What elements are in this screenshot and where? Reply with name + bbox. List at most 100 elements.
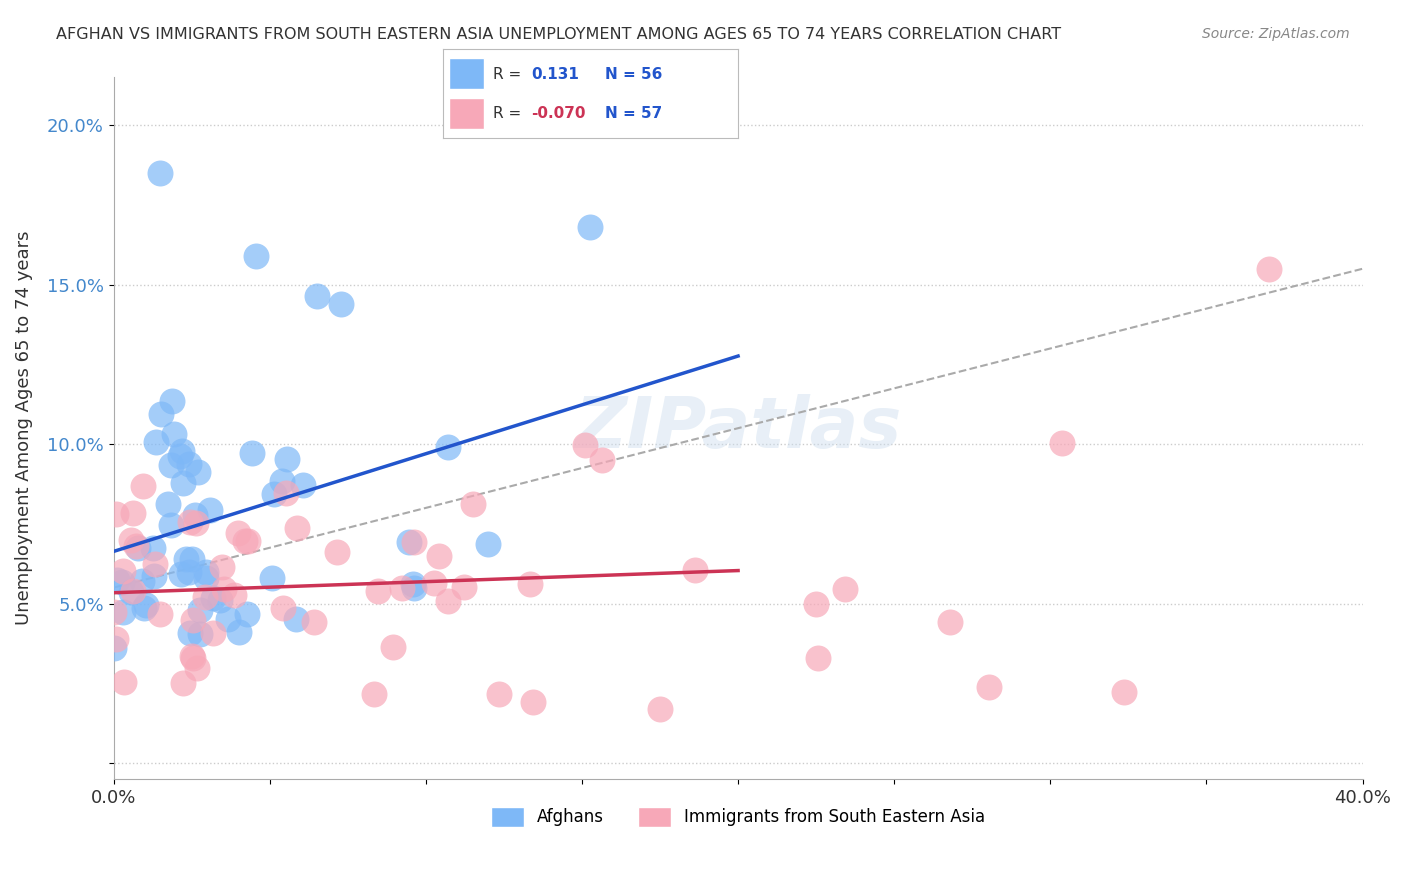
Point: [169, 566, 191, 581]
Point: [522, 695, 544, 709]
Point: [186, 661, 208, 675]
Point: [262, 571, 284, 585]
Point: [160, 394, 183, 409]
Point: [291, 477, 314, 491]
Point: [195, 571, 218, 585]
Point: [236, 533, 259, 548]
Point: [274, 485, 297, 500]
Point: [125, 539, 148, 553]
Point: [427, 549, 450, 563]
Point: [1050, 436, 1073, 450]
Point: [804, 598, 827, 612]
Text: N = 56: N = 56: [606, 67, 662, 81]
Point: [208, 593, 231, 607]
Point: [939, 615, 962, 629]
Point: [273, 600, 295, 615]
Point: [156, 497, 179, 511]
Point: [574, 438, 596, 452]
Point: [226, 526, 249, 541]
Point: [131, 574, 153, 588]
Point: [162, 426, 184, 441]
Point: [143, 557, 166, 571]
Point: [212, 582, 235, 596]
Point: [188, 603, 211, 617]
Point: [172, 676, 194, 690]
Point: [142, 541, 165, 555]
Point: [127, 541, 149, 555]
Point: [120, 584, 142, 599]
Point: [142, 568, 165, 582]
Point: [263, 487, 285, 501]
Point: [233, 533, 256, 548]
Point: [169, 449, 191, 463]
Text: Source: ZipAtlas.com: Source: ZipAtlas.com: [1202, 27, 1350, 41]
Point: [453, 580, 475, 594]
Point: [187, 465, 209, 479]
Point: [488, 687, 510, 701]
Text: 0.131: 0.131: [531, 67, 579, 81]
Point: [326, 545, 349, 559]
Point: [172, 443, 194, 458]
Point: [436, 594, 458, 608]
Point: [398, 535, 420, 549]
Point: [111, 564, 134, 578]
Point: [211, 559, 233, 574]
Legend: Afghans, Immigrants from South Eastern Asia: Afghans, Immigrants from South Eastern A…: [484, 800, 993, 834]
Text: AFGHAN VS IMMIGRANTS FROM SOUTH EASTERN ASIA UNEMPLOYMENT AMONG AGES 65 TO 74 YE: AFGHAN VS IMMIGRANTS FROM SOUTH EASTERN …: [56, 27, 1062, 42]
Point: [685, 563, 707, 577]
Bar: [449, 98, 484, 129]
Point: [834, 582, 856, 596]
Point: [236, 607, 259, 621]
Point: [807, 650, 830, 665]
Point: [111, 574, 134, 589]
Point: [132, 601, 155, 615]
Point: [122, 506, 145, 520]
Point: [305, 289, 328, 303]
Point: [240, 446, 263, 460]
Point: [285, 612, 308, 626]
Point: [1257, 261, 1279, 276]
Point: [391, 582, 413, 596]
Point: [271, 474, 294, 488]
Point: [179, 626, 201, 640]
Point: [201, 591, 224, 605]
Point: [121, 584, 143, 599]
Point: [190, 626, 212, 640]
Text: ZIPatlas: ZIPatlas: [575, 393, 901, 463]
Point: [422, 575, 444, 590]
Point: [228, 625, 250, 640]
Point: [135, 598, 157, 612]
Point: [463, 497, 485, 511]
Text: R =: R =: [494, 106, 526, 120]
Point: [145, 434, 167, 449]
Point: [111, 605, 134, 619]
Point: [198, 503, 221, 517]
Point: [149, 607, 172, 621]
Point: [149, 407, 172, 421]
Text: -0.070: -0.070: [531, 106, 586, 120]
Point: [519, 577, 541, 591]
Point: [402, 576, 425, 591]
Point: [402, 581, 425, 595]
Point: [195, 566, 218, 580]
Y-axis label: Unemployment Among Ages 65 to 74 years: Unemployment Among Ages 65 to 74 years: [15, 231, 32, 625]
Point: [181, 551, 204, 566]
Point: [105, 632, 128, 646]
Text: R =: R =: [494, 67, 526, 81]
Point: [105, 507, 128, 521]
Point: [103, 605, 125, 619]
Point: [177, 457, 200, 471]
Point: [112, 674, 135, 689]
Point: [174, 552, 197, 566]
Point: [650, 702, 672, 716]
Point: [181, 650, 204, 665]
Point: [184, 516, 207, 530]
Point: [179, 515, 201, 529]
Point: [159, 458, 181, 472]
Point: [222, 588, 245, 602]
Point: [437, 440, 460, 454]
Point: [329, 296, 352, 310]
Point: [172, 476, 194, 491]
Bar: [449, 58, 484, 89]
Point: [183, 508, 205, 523]
